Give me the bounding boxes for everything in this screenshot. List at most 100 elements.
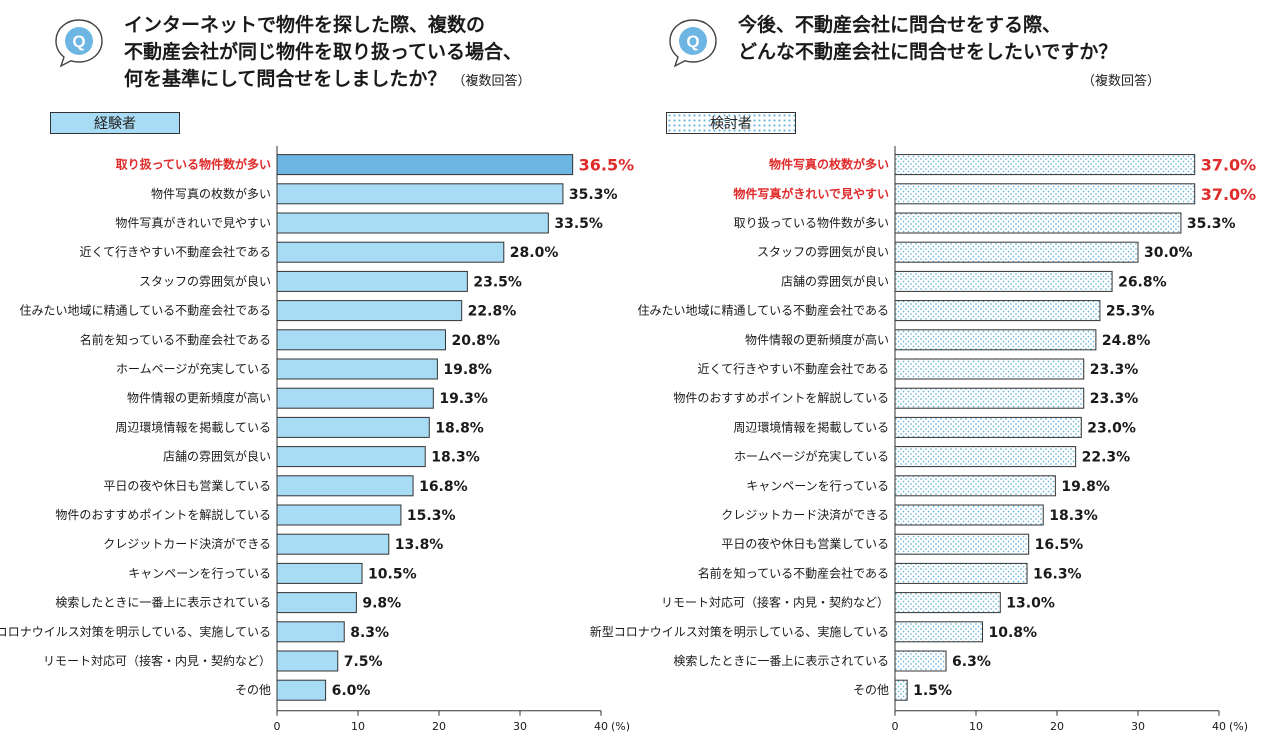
data-label: 18.3% — [431, 450, 480, 466]
category-label: 物件写真の枚数が多い — [151, 186, 271, 201]
category-label: 新型コロナウイルス対策を明示している、実施している — [590, 624, 889, 639]
left-title-line-2: 不動産会社が同じ物件を取り扱っている場合、 — [124, 41, 523, 63]
data-label: 22.8% — [468, 304, 517, 320]
category-label: 検索したときに一番上に表示されている — [673, 654, 889, 668]
data-label: 35.3% — [569, 187, 618, 203]
x-tick-label: 0 — [274, 720, 281, 733]
category-label: 平日の夜や休日も営業している — [103, 478, 271, 493]
right-panel: Q 今後、不動産会社に問合せをする際、 どんな不動産会社に問合せをしたいですか？… — [590, 0, 1264, 744]
data-label: 23.3% — [1090, 362, 1139, 378]
data-label: 19.8% — [443, 362, 492, 378]
category-label: キャンペーンを行っている — [746, 479, 889, 493]
x-tick-label: 20 — [432, 720, 446, 733]
data-label: 16.5% — [1035, 537, 1084, 553]
left-chart-title: インターネットで物件を探した際、複数の 不動産会社が同じ物件を取り扱っている場合… — [124, 12, 530, 95]
category-label: 検索したときに一番上に表示されている — [55, 596, 271, 610]
bar — [276, 300, 463, 322]
left-title-note: （複数回答） — [452, 74, 531, 89]
category-label: 取り扱っている物件数が多い — [116, 157, 271, 172]
bar — [276, 416, 430, 438]
bar — [276, 270, 468, 292]
category-label: 周辺環境情報を掲載している — [115, 419, 271, 434]
bar — [894, 592, 1001, 614]
bar — [276, 504, 402, 526]
data-label: 24.8% — [1102, 333, 1151, 349]
data-label: 20.8% — [451, 333, 500, 349]
data-label: 10.5% — [368, 566, 417, 582]
category-label: 名前を知っている不動産会社である — [80, 332, 271, 347]
right-chart-title: 今後、不動産会社に問合せをする際、 どんな不動産会社に問合せをしたいですか？ — [738, 12, 1117, 66]
bar — [276, 241, 505, 263]
x-unit-label: (%) — [611, 720, 630, 733]
bar — [894, 650, 947, 672]
category-label: 住みたい地域に精通している不動産会社である — [637, 303, 889, 318]
category-label: その他 — [853, 683, 889, 697]
bar — [894, 270, 1113, 292]
category-label: ホームページが充実している — [116, 361, 271, 376]
bar — [894, 329, 1097, 351]
bar — [894, 300, 1101, 322]
x-tick-label: 20 — [1050, 720, 1064, 733]
data-label: 33.5% — [554, 216, 603, 232]
bar — [894, 358, 1085, 380]
data-label: 26.8% — [1118, 274, 1167, 290]
bar — [276, 183, 564, 205]
data-label: 23.0% — [1087, 420, 1136, 436]
data-label: 1.5% — [913, 683, 952, 699]
category-label: 取り扱っている物件数が多い — [734, 215, 889, 230]
bar — [276, 154, 574, 176]
category-label: リモート対応可（接客・内見・契約など） — [43, 653, 271, 668]
left-panel: Q インターネットで物件を探した際、複数の 不動産会社が同じ物件を取り扱っている… — [0, 12, 634, 733]
data-label: 13.0% — [1006, 596, 1055, 612]
x-unit-label: (%) — [1229, 720, 1248, 733]
data-label: 37.0% — [1201, 185, 1257, 204]
right-bar-chart: 物件写真の枚数が多い 37.0% 物件写真がきれいで見やすい 37.0% 取り扱っている… — [590, 146, 1257, 733]
data-label: 30.0% — [1144, 245, 1193, 261]
x-tick-label: 10 — [969, 720, 983, 733]
bar — [276, 475, 414, 497]
bar — [276, 329, 446, 351]
data-label: 13.8% — [395, 537, 444, 553]
bar — [894, 416, 1082, 438]
category-label: 物件情報の更新頻度が高い — [127, 390, 271, 405]
right-title-note: （複数回答） — [1082, 74, 1161, 89]
category-label: 物件写真がきれいで見やすい — [733, 186, 889, 201]
category-label: 店舗の雰囲気が良い — [781, 273, 889, 288]
bar — [276, 562, 363, 584]
bar — [276, 387, 434, 409]
data-label: 35.3% — [1187, 216, 1236, 232]
bar — [276, 212, 549, 234]
bar — [276, 650, 339, 672]
bar — [276, 592, 357, 614]
category-label: 物件写真の枚数が多い — [769, 157, 889, 172]
x-tick-label: 0 — [892, 720, 899, 733]
data-label: 19.3% — [439, 391, 488, 407]
x-tick-label: 30 — [513, 720, 527, 733]
bar — [894, 679, 908, 701]
left-title-line-3: 何を基準にして問合せをしましたか？ — [124, 68, 447, 90]
right-title-line-1: 今後、不動産会社に問合せをする際、 — [738, 14, 1062, 36]
q-letter: Q — [72, 32, 85, 51]
data-label: 18.8% — [435, 420, 484, 436]
bar — [276, 679, 327, 701]
category-label: リモート対応可（接客・内見・契約など） — [661, 595, 889, 610]
category-label: ホームページが充実している — [734, 449, 889, 464]
right-legend: 検討者 — [666, 112, 796, 134]
bar — [894, 183, 1196, 205]
category-label: 近くて行きやすい不動産会社である — [697, 361, 889, 376]
bar — [894, 562, 1028, 584]
bar — [894, 446, 1077, 468]
data-label: 23.5% — [473, 274, 522, 290]
category-label: スタッフの雰囲気が良い — [139, 273, 271, 288]
x-tick-label: 30 — [1131, 720, 1145, 733]
category-label: スタッフの雰囲気が良い — [757, 244, 889, 259]
bar — [894, 241, 1139, 263]
category-label: クレジットカード決済ができる — [721, 507, 889, 522]
category-label: 店舗の雰囲気が良い — [163, 449, 271, 464]
q-letter: Q — [686, 32, 699, 51]
data-label: 23.3% — [1090, 391, 1139, 407]
left-bar-chart: 取り扱っている物件数が多い 36.5% 物件写真の枚数が多い 35.3% 物件写真がきれ… — [0, 146, 634, 733]
category-label: 名前を知っている不動産会社である — [698, 565, 889, 580]
question-bubble-icon: Q — [55, 19, 103, 68]
bar — [894, 387, 1085, 409]
